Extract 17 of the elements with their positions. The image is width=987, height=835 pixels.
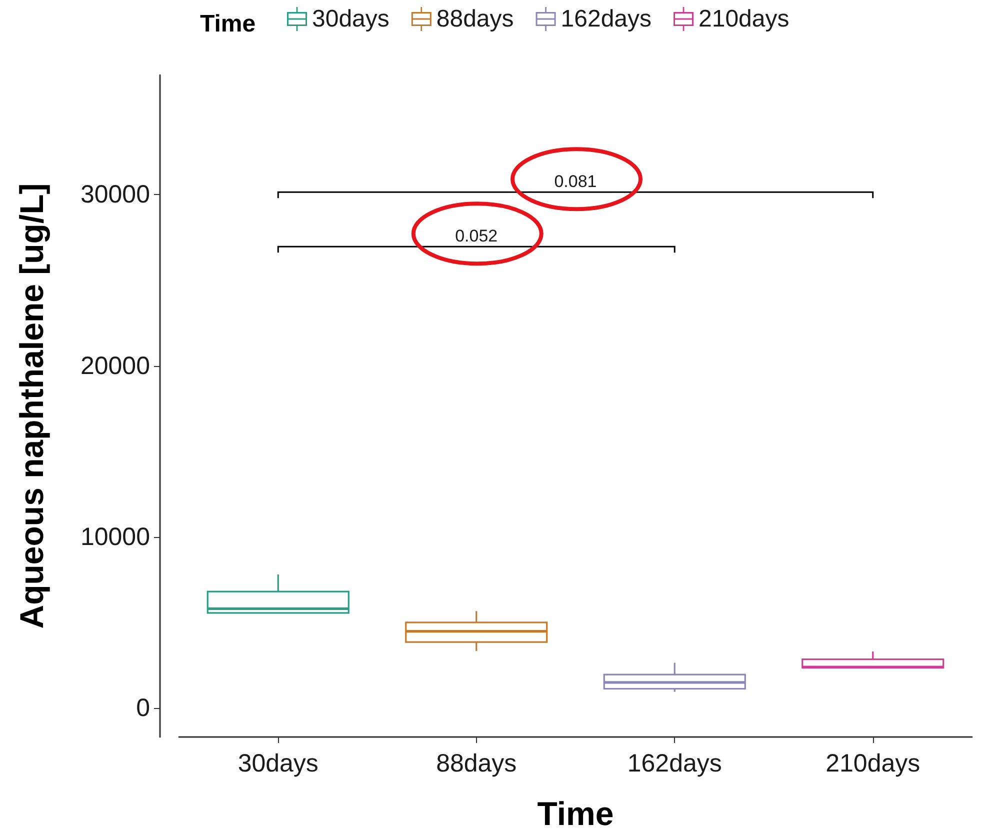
- legend-title: Time: [200, 10, 256, 38]
- y-tick-label: 20000: [80, 352, 150, 380]
- y-tick-label: 30000: [80, 180, 150, 209]
- x-tick-label: 88days: [436, 750, 517, 778]
- y-axis-title: Aqueous naphthalene [ug/L]: [13, 183, 50, 629]
- y-tick-label: 10000: [80, 522, 150, 551]
- x-tick-label: 30days: [238, 750, 318, 778]
- annotation: 0.052: [455, 226, 498, 246]
- legend-label: 30days: [312, 6, 390, 32]
- legend-label: 210days: [698, 6, 790, 32]
- legend-label: 162days: [560, 6, 652, 32]
- x-axis-title: Time: [537, 795, 614, 832]
- annotation: 0.081: [554, 172, 597, 192]
- legend-label: 88days: [436, 6, 514, 32]
- x-tick-label: 162days: [627, 750, 722, 778]
- y-tick-label: 0: [136, 694, 150, 722]
- x-tick-label: 210days: [826, 750, 920, 778]
